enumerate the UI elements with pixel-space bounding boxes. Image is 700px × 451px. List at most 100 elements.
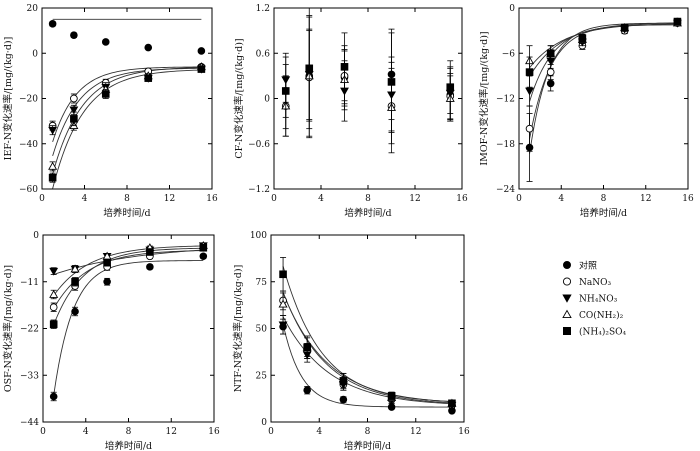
x-tick-label: 8: [124, 194, 130, 204]
data-point-ams: [101, 90, 110, 98]
data-point-nh4no3: [278, 321, 288, 330]
data-point-ctrl: [144, 43, 153, 52]
fit-curve-nano3: [282, 291, 452, 404]
data-point-ctrl: [303, 386, 311, 395]
x-tick-label: 4: [83, 427, 89, 437]
data-point-ams: [303, 343, 311, 351]
data-point-ctrl: [101, 38, 110, 46]
x-tick-label: 12: [409, 194, 420, 204]
data-point-nh4no3: [49, 267, 59, 276]
data-point-ams: [279, 270, 287, 279]
panel-imof: 0 4 8 12 16 −24 −18 −12 −6 0 培养时间/d IMOF-N变化速率/[mg/…: [478, 4, 694, 219]
data-point-ams: [446, 83, 455, 91]
data-point-ams: [144, 74, 153, 82]
data-point-urea: [278, 299, 288, 308]
data-point-ams: [546, 49, 555, 58]
legend-marker-ams: [563, 326, 572, 335]
fit-curve-ctrl: [53, 260, 204, 396]
x-tick-label: 8: [365, 427, 371, 437]
data-point-ctrl: [146, 263, 154, 271]
y-tick-label: 100: [250, 231, 267, 241]
x-tick-label: 12: [410, 427, 421, 437]
fit-curve-ams: [282, 266, 452, 402]
x-tick-label: 16: [458, 427, 470, 437]
data-point-ctrl: [71, 307, 79, 316]
data-point-ams: [197, 65, 206, 73]
panel-ief-frame: [41, 7, 213, 190]
y-tick-label: −40: [19, 140, 38, 150]
panel-imof-x-label: 培养时间/d: [580, 207, 627, 219]
data-point-ams: [305, 64, 314, 73]
y-tick-label: −18: [496, 140, 515, 150]
data-point-nh4no3: [525, 87, 534, 96]
legend-label-nh4no3: NH₄NO₃: [579, 295, 618, 305]
data-point-ams: [340, 63, 349, 71]
data-point-ams: [48, 173, 57, 182]
legend-label-nano3: NaNO₃: [579, 278, 611, 288]
x-tick-label: 4: [318, 194, 324, 204]
data-point-nano3: [546, 68, 555, 76]
y-tick-label: 0: [509, 4, 515, 14]
y-tick-label: 20: [27, 4, 39, 14]
fit-curve-urea: [529, 23, 678, 69]
data-point-ams: [71, 277, 79, 286]
legend-marker-nh4no3: [562, 294, 572, 303]
data-point-ams: [281, 87, 290, 95]
fit-curve-urea: [53, 245, 204, 296]
x-tick-label: 8: [601, 194, 607, 204]
panel-imof-frame: [518, 7, 689, 190]
fit-curve-nano3: [53, 250, 204, 309]
x-tick-label: 16: [206, 194, 218, 204]
data-point-urea: [48, 161, 58, 170]
y-tick-label: 0.6: [256, 49, 271, 59]
x-tick-label: 8: [365, 194, 371, 204]
fit-curve-nh4no3: [282, 316, 452, 405]
legend: 对照 NaNO₃ NH₄NO₃ CO(NH₂)₂ (NH₄)₂SO₄: [562, 260, 627, 338]
y-tick-label: −11: [20, 278, 39, 288]
panel-ief: 0 4 8 12 16 −60 −40 −20 0 20 培养时间/d IEF-N变化速率/[mg/(…: [2, 4, 218, 219]
x-tick-label: 0: [516, 194, 522, 204]
data-point-ctrl: [387, 403, 396, 411]
fit-curve-ams: [52, 69, 202, 189]
data-point-ams: [103, 258, 111, 267]
data-point-ams: [673, 17, 682, 26]
legend-marker-nano3: [562, 277, 572, 286]
x-tick-label: 12: [166, 427, 177, 437]
x-tick-label: 4: [316, 427, 322, 437]
fit-curve-ams: [529, 22, 678, 77]
x-tick-label: 0: [39, 194, 45, 204]
panel-imof-y-label: IMOF-N变化速率/[mg/(kg·d)]: [478, 31, 490, 165]
data-point-ctrl: [48, 20, 57, 28]
x-tick-label: 12: [164, 194, 175, 204]
data-point-ams: [620, 23, 629, 32]
fit-curve-ctrl: [282, 323, 452, 408]
data-point-ctrl: [70, 31, 78, 39]
y-tick-label: −33: [20, 371, 39, 381]
x-tick-label: 16: [682, 194, 694, 204]
y-tick-label: −24: [496, 185, 515, 195]
panel-ntf: 0 4 8 12 16 0 25 50 75 100 培养时间/d NTF-N变化速率/[mg/(kg…: [232, 231, 470, 451]
x-tick-label: 16: [456, 194, 468, 204]
y-tick-label: −60: [19, 185, 38, 195]
y-tick-label: 75: [256, 278, 268, 288]
panel-cf-y-label: CF-N变化速率/[mg/(kg·d)]: [233, 38, 245, 158]
x-tick-label: 0: [268, 427, 274, 437]
y-tick-label: 0: [261, 418, 267, 428]
y-tick-label: −0.6: [248, 140, 270, 150]
y-tick-label: 25: [256, 371, 268, 381]
data-point-urea: [70, 264, 80, 273]
x-tick-label: 0: [271, 194, 277, 204]
x-tick-label: 12: [640, 194, 651, 204]
x-tick-label: 0: [40, 427, 46, 437]
data-point-urea: [49, 289, 59, 298]
y-tick-label: −20: [19, 95, 38, 105]
panel-cf-frame: [273, 7, 463, 190]
x-tick-label: 8: [126, 427, 132, 437]
panel-osf-x-label: 培养时间/d: [105, 440, 152, 451]
data-point-ctrl: [49, 392, 58, 401]
legend-label-urea: CO(NH₂)₂: [579, 310, 624, 321]
data-point-ams: [578, 34, 587, 42]
data-point-nano3: [70, 94, 78, 103]
data-point-ams: [146, 248, 154, 256]
